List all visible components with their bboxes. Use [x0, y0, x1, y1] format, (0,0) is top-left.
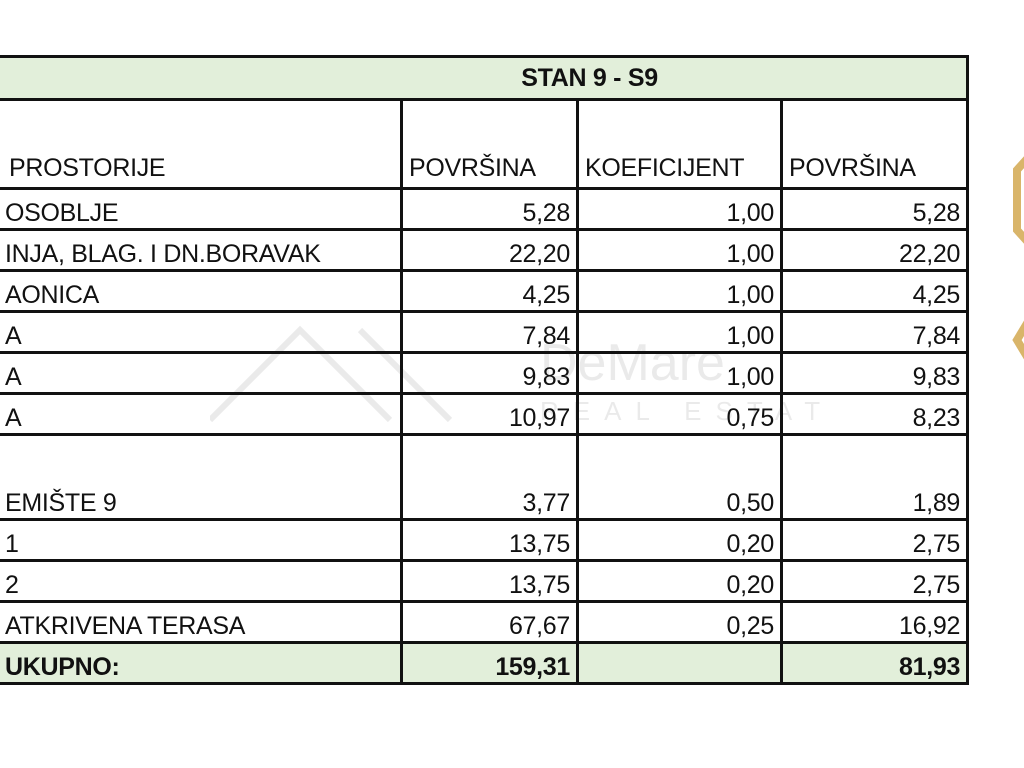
room-area: 9,83	[400, 351, 579, 395]
room-coefficient: 1,00	[576, 269, 783, 313]
room-coefficient: 1,00	[576, 228, 783, 272]
header-area: POVRŠINA	[400, 98, 579, 190]
room-coefficient: 0,50	[576, 433, 783, 521]
table-row: INJA, BLAG. I DN.BORAVAK 22,20 1,00 22,20	[0, 228, 970, 272]
table-row: A 10,97 0,75 8,23	[0, 392, 970, 436]
room-net-area: 16,92	[779, 600, 970, 644]
room-name: A	[0, 310, 403, 354]
room-net-area: 2,75	[779, 559, 970, 603]
header-rooms: PROSTORIJE	[0, 98, 403, 190]
brand-logo	[1012, 156, 1024, 360]
table-title: STAN 9 - S9	[0, 55, 970, 101]
room-name: A	[0, 351, 403, 395]
room-coefficient: 0,20	[576, 559, 783, 603]
room-net-area: 2,75	[779, 518, 970, 562]
room-area: 4,25	[400, 269, 579, 313]
total-net: 81,93	[779, 641, 970, 685]
room-net-area: 7,84	[779, 310, 970, 354]
room-name: A	[0, 392, 403, 436]
total-area: 159,31	[400, 641, 579, 685]
table-row: EMIŠTE 9 3,77 0,50 1,89	[0, 433, 970, 521]
total-row: UKUPNO: 159,31 81,93	[0, 641, 970, 685]
room-net-area: 22,20	[779, 228, 970, 272]
total-label: UKUPNO:	[0, 641, 403, 685]
table-row: 2 13,75 0,20 2,75	[0, 559, 970, 603]
room-net-area: 4,25	[779, 269, 970, 313]
room-area: 67,67	[400, 600, 579, 644]
table-row: ATKRIVENA TERASA 67,67 0,25 16,92	[0, 600, 970, 644]
room-name: EMIŠTE 9	[0, 433, 403, 521]
room-net-area: 5,28	[779, 187, 970, 231]
room-area: 13,75	[400, 559, 579, 603]
room-net-area: 1,89	[779, 433, 970, 521]
room-name: INJA, BLAG. I DN.BORAVAK	[0, 228, 403, 272]
total-coef	[576, 641, 783, 685]
room-name: 1	[0, 518, 403, 562]
room-coefficient: 1,00	[576, 187, 783, 231]
room-coefficient: 1,00	[576, 351, 783, 395]
room-net-area: 9,83	[779, 351, 970, 395]
room-area: 10,97	[400, 392, 579, 436]
room-name: ATKRIVENA TERASA	[0, 600, 403, 644]
room-area: 7,84	[400, 310, 579, 354]
table-row: 1 13,75 0,20 2,75	[0, 518, 970, 562]
table-row: A 9,83 1,00 9,83	[0, 351, 970, 395]
header-coefficient: KOEFICIJENT	[576, 98, 783, 190]
table-row: A 7,84 1,00 7,84	[0, 310, 970, 354]
room-area: 22,20	[400, 228, 579, 272]
table-row: OSOBLJE 5,28 1,00 5,28	[0, 187, 970, 231]
room-net-area: 8,23	[779, 392, 970, 436]
room-coefficient: 0,20	[576, 518, 783, 562]
room-area: 3,77	[400, 433, 579, 521]
header-net-area: POVRŠINA	[779, 98, 970, 190]
table-row: AONICA 4,25 1,00 4,25	[0, 269, 970, 313]
room-name: 2	[0, 559, 403, 603]
room-coefficient: 0,75	[576, 392, 783, 436]
room-coefficient: 0,25	[576, 600, 783, 644]
room-name: AONICA	[0, 269, 403, 313]
area-table: STAN 9 - S9 PROSTORIJE POVRŠINA KOEFICIJ…	[0, 55, 970, 685]
room-name: OSOBLJE	[0, 187, 403, 231]
room-coefficient: 1,00	[576, 310, 783, 354]
room-area: 5,28	[400, 187, 579, 231]
room-area: 13,75	[400, 518, 579, 562]
